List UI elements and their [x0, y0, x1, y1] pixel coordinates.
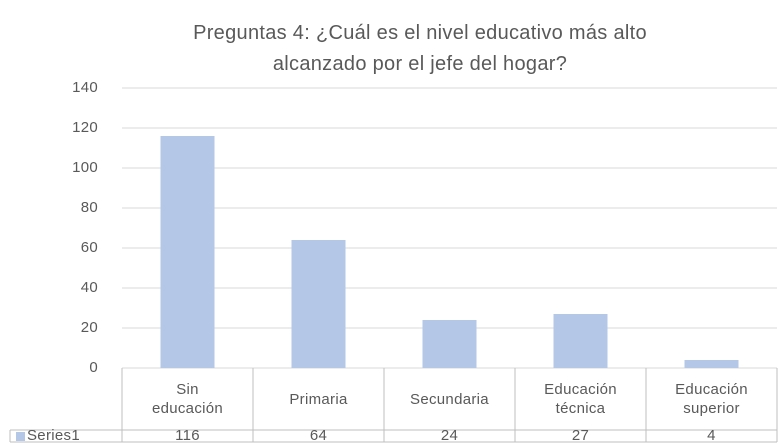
bar: [553, 314, 608, 368]
x-tick-label: Primaria: [289, 390, 348, 408]
y-tick-label: 40: [80, 279, 98, 296]
x-tick-label: Educación superior: [675, 381, 748, 417]
y-tick-label: 140: [72, 79, 98, 96]
table-value: 24: [440, 427, 459, 443]
table-value: 116: [175, 427, 200, 443]
y-tick-label: 20: [80, 319, 98, 336]
y-tick-label: 120: [72, 119, 98, 136]
y-tick-label: 80: [80, 199, 98, 216]
table-value: 27: [571, 427, 590, 443]
bar: [291, 240, 346, 368]
bar: [160, 136, 215, 368]
table-value: 64: [309, 427, 328, 443]
table-value: 4: [707, 427, 716, 443]
y-tick-label: 60: [80, 239, 98, 256]
x-tick-label: Educación técnica: [544, 381, 617, 417]
y-tick-label: 100: [72, 159, 98, 176]
y-tick-label: 0: [89, 359, 98, 376]
legend-label: Series1: [27, 427, 80, 443]
bar: [684, 360, 739, 368]
chart-title: Preguntas 4: ¿Cuál es el nivel educativo…: [193, 22, 647, 75]
legend-key: [16, 432, 25, 441]
bar: [422, 320, 477, 368]
x-tick-label: Sin educación: [151, 381, 224, 417]
x-tick-label: Secundaria: [410, 390, 489, 408]
